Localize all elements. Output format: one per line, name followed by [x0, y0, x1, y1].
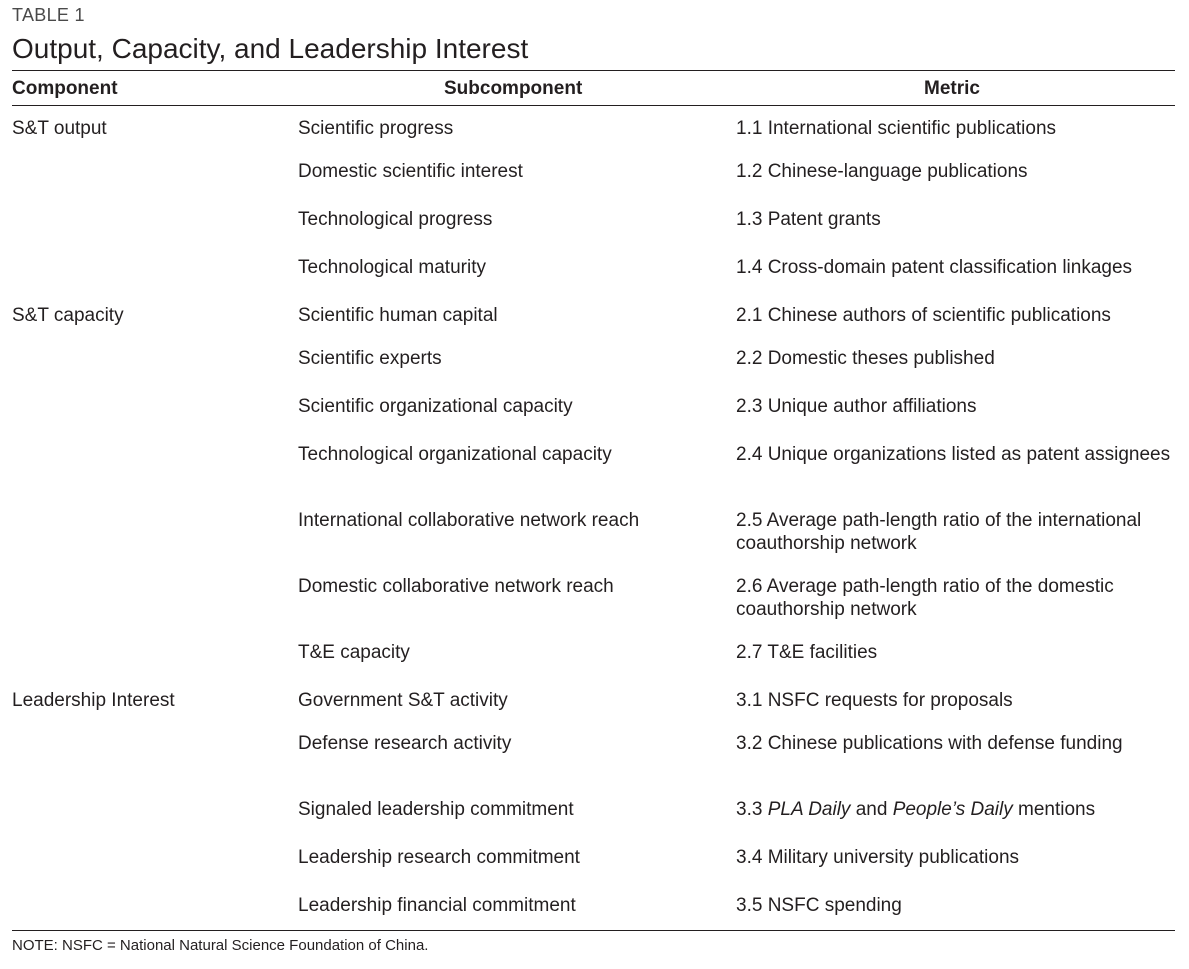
row-subcomponent: Scientific progress: [298, 118, 454, 139]
row-metric: 2.5 Average path-length ratio of the int…: [736, 510, 1142, 554]
table-note: NOTE: NSFC = National Natural Science Fo…: [12, 937, 429, 954]
row-metric: 2.1 Chinese authors of scientific public…: [736, 305, 1111, 326]
header-component: Component: [12, 78, 118, 99]
row-component: Leadership Interest: [12, 690, 175, 711]
row-metric: 2.2 Domestic theses published: [736, 348, 995, 369]
header-rule: [12, 105, 1175, 106]
row-subcomponent: International collaborative network reac…: [298, 510, 640, 531]
row-metric: 3.1 NSFC requests for proposals: [736, 690, 1013, 711]
row-metric: 2.3 Unique author affiliations: [736, 396, 977, 417]
row-metric: 1.3 Patent grants: [736, 209, 881, 230]
row-subcomponent: Domestic scientific interest: [298, 161, 523, 182]
table-title: Output, Capacity, and Leadership Interes…: [12, 33, 529, 64]
row-metric: 3.2 Chinese publications with defense fu…: [736, 733, 1123, 754]
bottom-rule: [12, 930, 1175, 931]
metric-italic-pla-daily: PLA Daily: [767, 799, 851, 820]
header-metric: Metric: [924, 78, 980, 99]
table-label: TABLE 1: [12, 5, 85, 25]
metric-mid: and: [850, 799, 893, 820]
row-subcomponent: Scientific experts: [298, 348, 442, 369]
row-subcomponent: Scientific human capital: [298, 305, 498, 326]
row-component: S&T output: [12, 118, 107, 139]
row-subcomponent: Scientific organizational capacity: [298, 396, 573, 417]
row-metric: 2.6 Average path-length ratio of the dom…: [736, 576, 1114, 620]
row-subcomponent: Domestic collaborative network reach: [298, 576, 614, 597]
row-subcomponent: Signaled leadership commitment: [298, 799, 574, 820]
metric-suffix: mentions: [1012, 799, 1096, 820]
row-metric: 2.4 Unique organizations listed as paten…: [736, 444, 1171, 465]
metric-prefix: 3.3: [736, 799, 768, 820]
row-metric: 1.2 Chinese-language publications: [736, 161, 1028, 182]
row-metric: 1.4 Cross-domain patent classification l…: [736, 257, 1133, 278]
row-subcomponent: T&E capacity: [298, 642, 410, 663]
row-metric: 2.7 T&E facilities: [736, 642, 878, 663]
row-component: S&T capacity: [12, 305, 124, 326]
row-subcomponent: Technological maturity: [298, 257, 486, 278]
row-subcomponent: Defense research activity: [298, 733, 512, 754]
row-metric: 1.1 International scientific publication…: [736, 118, 1057, 139]
row-subcomponent: Technological progress: [298, 209, 493, 230]
row-subcomponent: Leadership research commitment: [298, 847, 580, 868]
row-subcomponent: Leadership financial commitment: [298, 895, 576, 916]
row-metric: 3.3 PLA Daily and People’s Daily mention…: [736, 798, 1176, 821]
row-metric: 3.5 NSFC spending: [736, 895, 902, 916]
metric-italic-peoples-daily: People’s Daily: [892, 799, 1013, 820]
row-metric: 3.4 Military university publications: [736, 847, 1020, 868]
row-subcomponent: Government S&T activity: [298, 690, 508, 711]
row-subcomponent: Technological organizational capacity: [298, 444, 612, 465]
top-rule: [12, 70, 1175, 71]
header-subcomponent: Subcomponent: [444, 78, 583, 99]
